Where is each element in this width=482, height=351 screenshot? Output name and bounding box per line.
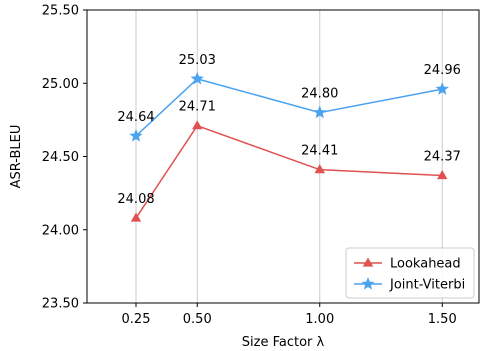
y-axis-title: ASR-BLEU: [9, 125, 24, 189]
data-point: [313, 105, 327, 119]
data-point: [129, 128, 143, 142]
legend-label: Lookahead: [390, 257, 461, 272]
data-point: [190, 71, 204, 85]
series-joint-viterbi: 24.64 25.03 24.80 24.96: [117, 53, 461, 142]
data-label: 24.41: [301, 144, 338, 159]
data-label: 24.37: [424, 150, 461, 165]
data-label: 24.96: [424, 63, 461, 78]
legend-marker: [362, 257, 374, 267]
series-line: [135, 124, 443, 219]
x-tick-label: 0.25: [122, 312, 151, 327]
data-label: 24.64: [117, 110, 154, 125]
y-tick-label: 24.50: [42, 150, 79, 165]
series-layer: 24.08 24.71 24.41 24.37 24.64 25.03 24.80 24.96: [117, 53, 461, 222]
series-lookahead: 24.08 24.71 24.41 24.37: [117, 100, 461, 222]
x-tick-label: 1.00: [305, 312, 334, 327]
data-point: [437, 170, 448, 180]
x-axis-title: Size Factor λ: [242, 335, 325, 350]
data-label: 24.71: [179, 100, 216, 115]
x-tick-label: 0.50: [183, 312, 212, 327]
legend-marker: [361, 277, 375, 290]
data-point: [192, 120, 203, 130]
ticks-layer: 0.25 0.50 1.00 1.50 23.50 24.00 24.50 25.00 25.5…: [42, 4, 457, 328]
x-tick-label: 1.50: [428, 312, 457, 327]
y-tick-label: 24.00: [42, 223, 79, 238]
data-label: 24.80: [301, 87, 338, 102]
data-label: 24.08: [117, 192, 154, 207]
legend: Lookahead Joint-Viterbi: [345, 247, 475, 299]
legend-label: Joint-Viterbi: [389, 278, 465, 293]
series-line: [135, 78, 443, 137]
data-label: 25.03: [179, 53, 216, 68]
data-point: [314, 164, 325, 174]
y-tick-label: 25.50: [42, 4, 79, 19]
legend-item: Joint-Viterbi: [354, 277, 465, 293]
legend-box: [345, 247, 475, 299]
data-point: [435, 82, 449, 95]
y-tick-label: 23.50: [42, 297, 79, 312]
legend-item: Lookahead: [354, 257, 461, 272]
data-point: [130, 212, 142, 222]
y-tick-label: 25.00: [42, 77, 79, 92]
